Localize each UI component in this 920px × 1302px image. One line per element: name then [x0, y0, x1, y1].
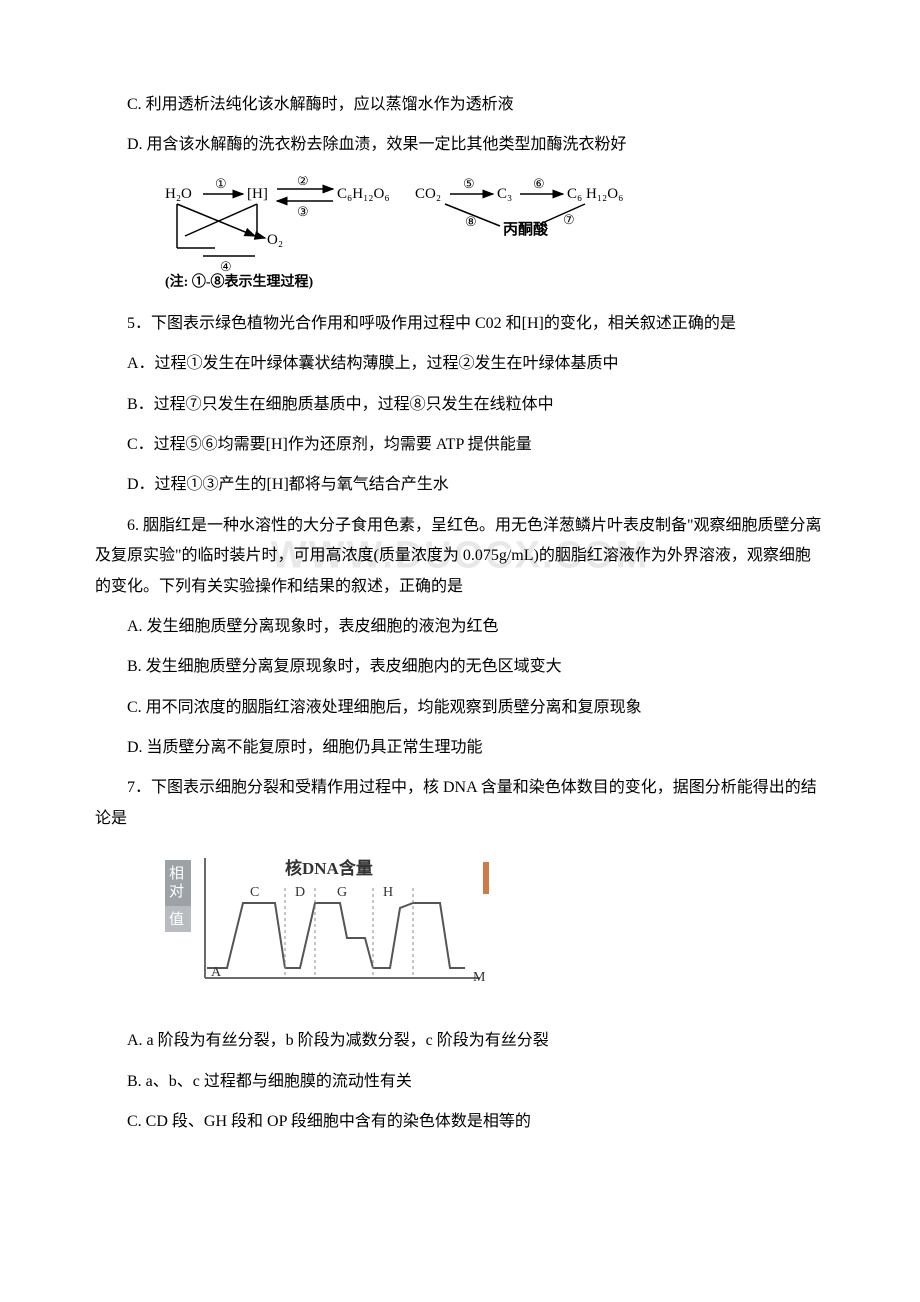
q5-option-a: A．过程①发生在叶绿体囊状结构薄膜上，过程②发生在叶绿体基质中 [95, 349, 825, 379]
svg-text:对: 对 [169, 883, 184, 900]
svg-text:G: G [337, 885, 347, 900]
q5-stem: 5．下图表示绿色植物光合作用和呼吸作用过程中 C02 和[H]的变化，相关叙述正… [95, 309, 825, 339]
svg-text:⑤: ⑤ [463, 176, 475, 191]
svg-text:C₆ H₁₂O₆: C₆ H₁₂O₆ [567, 186, 623, 202]
q6-option-d: D. 当质壁分离不能复原时，细胞仍具正常生理功能 [95, 733, 825, 763]
svg-text:⑥: ⑥ [533, 176, 545, 191]
dna-chart: 相 对 值 核DNA含量 A C [165, 848, 825, 996]
svg-text:M: M [473, 970, 486, 985]
svg-text:相: 相 [169, 865, 184, 882]
svg-text:⑧: ⑧ [465, 214, 477, 229]
q7-option-a: A. a 阶段为有丝分裂，b 阶段为减数分裂，c 阶段为有丝分裂 [95, 1026, 825, 1056]
svg-text:③: ③ [297, 204, 309, 219]
svg-text:①: ① [215, 176, 227, 191]
q5-option-d: D．过程①③产生的[H]都将与氧气结合产生水 [95, 470, 825, 500]
svg-text:H₂O: H₂O [165, 186, 192, 202]
photosynthesis-diagram: H₂O ① [H] ② ③ C₆H₁₂O₆ O₂ ④ CO₂ ⑤ C₃ [165, 176, 825, 299]
svg-text:(注: ①-⑧表示生理过程): (注: ①-⑧表示生理过程) [165, 273, 313, 290]
q7-option-b: B. a、b、c 过程都与细胞膜的流动性有关 [95, 1067, 825, 1097]
svg-text:O₂: O₂ [267, 232, 283, 248]
svg-text:②: ② [297, 176, 309, 188]
q4-option-c: C. 利用透析法纯化该水解酶时，应以蒸馏水作为透析液 [95, 90, 825, 120]
svg-text:[H]: [H] [247, 186, 268, 202]
q6-option-a: A. 发生细胞质壁分离现象时，表皮细胞的液泡为红色 [95, 612, 825, 642]
svg-text:⑦: ⑦ [563, 212, 575, 227]
svg-text:C₃: C₃ [497, 186, 512, 202]
q5-option-c: C．过程⑤⑥均需要[H]作为还原剂，均需要 ATP 提供能量 [95, 430, 825, 460]
svg-text:④: ④ [220, 259, 232, 274]
svg-text:CO₂: CO₂ [415, 186, 441, 202]
q4-option-d: D. 用含该水解酶的洗衣粉去除血渍，效果一定比其他类型加酶洗衣粉好 [95, 130, 825, 160]
svg-text:H: H [383, 885, 393, 900]
svg-text:值: 值 [169, 911, 184, 928]
svg-text:核DNA含量: 核DNA含量 [285, 858, 373, 878]
svg-text:C: C [250, 885, 259, 900]
svg-text:C₆H₁₂O₆: C₆H₁₂O₆ [337, 186, 390, 202]
svg-text:A: A [211, 965, 222, 980]
q5-option-b: B．过程⑦只发生在细胞质基质中，过程⑧只发生在线粒体中 [95, 390, 825, 420]
svg-text:D: D [295, 885, 305, 900]
q6-option-b: B. 发生细胞质壁分离复原现象时，表皮细胞内的无色区域变大 [95, 652, 825, 682]
q6-option-c: C. 用不同浓度的胭脂红溶液处理细胞后，均能观察到质壁分离和复原现象 [95, 693, 825, 723]
q7-option-c: C. CD 段、GH 段和 OP 段细胞中含有的染色体数是相等的 [95, 1107, 825, 1137]
q7-stem: 7．下图表示细胞分裂和受精作用过程中，核 DNA 含量和染色体数目的变化，据图分… [95, 773, 825, 834]
q6-stem: 6. 胭脂红是一种水溶性的大分子食用色素，呈红色。用无色洋葱鳞片叶表皮制备"观察… [95, 511, 825, 602]
svg-text:丙酮酸: 丙酮酸 [503, 220, 549, 238]
